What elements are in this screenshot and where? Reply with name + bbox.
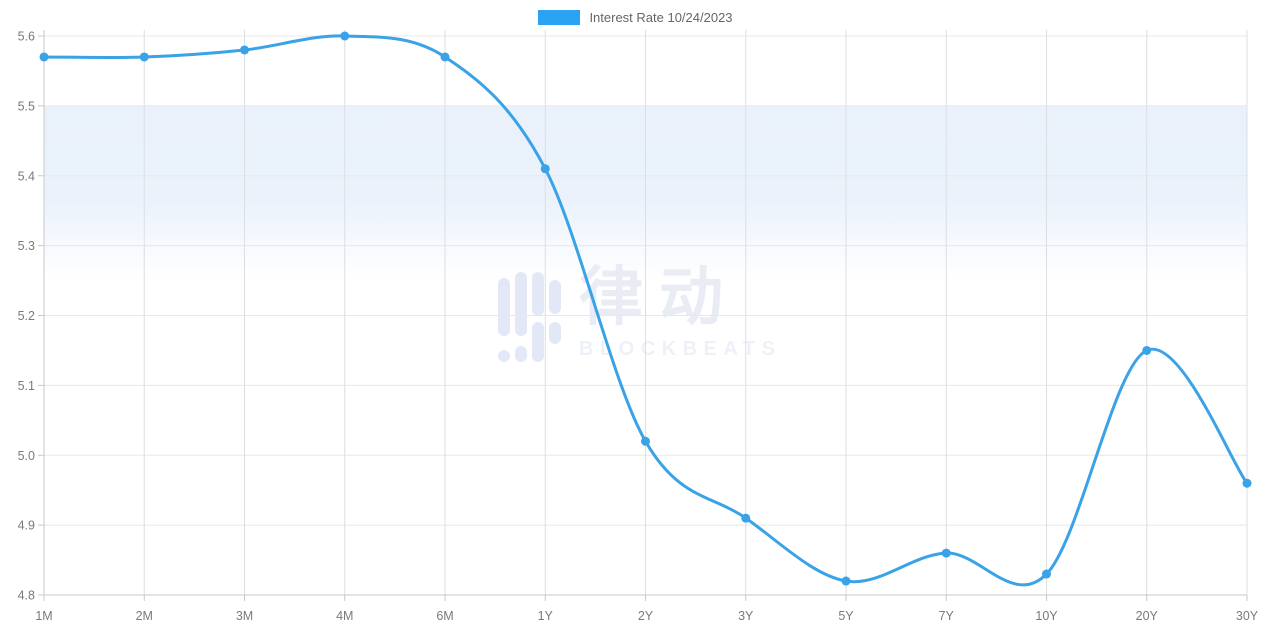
watermark-equalizer-icon	[498, 272, 561, 362]
x-tick-label: 1Y	[538, 609, 554, 623]
watermark-bar	[532, 322, 544, 362]
watermark-bar	[498, 278, 510, 336]
data-point-1Y[interactable]	[540, 164, 550, 174]
x-tick-label: 10Y	[1035, 609, 1058, 623]
data-point-2M[interactable]	[139, 52, 149, 62]
watermark-dot	[498, 350, 510, 362]
x-tick-label: 20Y	[1136, 609, 1159, 623]
data-point-7Y[interactable]	[941, 548, 951, 558]
data-point-30Y[interactable]	[1242, 478, 1252, 488]
data-point-3M[interactable]	[240, 45, 249, 55]
x-tick-label: 4M	[336, 609, 353, 623]
data-point-5Y[interactable]	[841, 576, 851, 586]
x-tick-label: 3M	[236, 609, 253, 623]
data-point-3Y[interactable]	[741, 513, 751, 523]
y-tick-label: 5.5	[18, 99, 35, 113]
watermark-bar	[515, 346, 527, 362]
y-tick-label: 5.6	[18, 30, 35, 44]
data-point-1M[interactable]	[39, 52, 49, 62]
x-tick-label: 2M	[136, 609, 153, 623]
data-point-6M[interactable]	[440, 52, 450, 62]
data-point-20Y[interactable]	[1142, 345, 1152, 355]
x-tick-label: 5Y	[838, 609, 854, 623]
y-tick-label: 5.3	[18, 239, 35, 253]
y-tick-label: 5.0	[18, 449, 35, 463]
y-tick-label: 4.9	[18, 519, 35, 533]
watermark-bar	[549, 322, 561, 344]
watermark-bar	[532, 272, 544, 316]
interest-rate-line	[42, 34, 1249, 587]
legend-label: Interest Rate 10/24/2023	[589, 10, 733, 25]
y-tick-label: 4.8	[18, 589, 35, 603]
x-tick-label: 3Y	[738, 609, 754, 623]
y-tick-label: 5.4	[18, 169, 35, 183]
legend-swatch[interactable]	[538, 10, 581, 25]
x-tick-label: 1M	[35, 609, 52, 623]
x-tick-label: 6M	[436, 609, 453, 623]
x-tick-label: 7Y	[939, 609, 955, 623]
watermark-bar	[515, 272, 527, 336]
data-point-2Y[interactable]	[641, 436, 650, 446]
data-point-4M[interactable]	[340, 31, 350, 41]
y-tick-label: 5.2	[18, 309, 35, 323]
x-tick-label: 30Y	[1236, 609, 1259, 623]
x-tick-label: 2Y	[638, 609, 654, 623]
data-point-10Y[interactable]	[1042, 569, 1051, 579]
watermark-latin-text: BLOCKBEATS	[579, 338, 782, 361]
chart-legend[interactable]: Interest Rate 10/24/2023	[0, 10, 1271, 25]
y-tick-label: 5.1	[18, 379, 35, 393]
watermark-bar	[549, 280, 561, 314]
